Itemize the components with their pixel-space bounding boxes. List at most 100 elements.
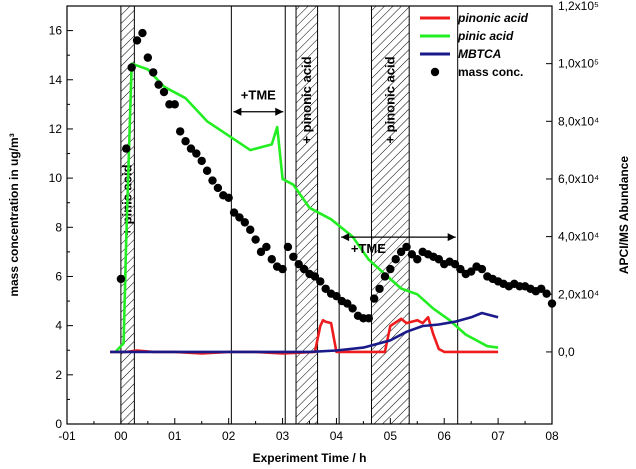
scatter-point (402, 242, 411, 252)
annotations: +TME +TME (233, 88, 456, 256)
scatter-point (116, 274, 126, 284)
x-tick-label: 03 (276, 429, 290, 443)
x-tick-label: -01 (58, 429, 76, 443)
x-axis: -01 00 01 02 03 04 05 06 07 08 (58, 418, 559, 443)
vertical-marker-lines (230, 6, 459, 424)
y-left-tick-label: 14 (49, 73, 63, 87)
scatter-point (149, 68, 158, 77)
scatter-point (175, 127, 185, 136)
scatter-point (343, 299, 352, 308)
x-tick-label: 06 (438, 429, 452, 443)
scatter-point (181, 137, 190, 146)
y-right-tick-label: 6,0x10⁴ (558, 172, 599, 186)
scatter-point (380, 272, 390, 281)
y-right-tick-label: 0,0 (558, 345, 575, 359)
y-left-tick-label: 8 (55, 220, 62, 234)
y-left-tick-label: 16 (49, 24, 63, 38)
scatter-point (170, 100, 179, 109)
y-right-tick-label: 4,0x10⁴ (558, 230, 599, 244)
y-axis-right: 0,0 2,0x10⁴ 4,0x10⁴ 6,0x10⁴ 8,0x10⁴ 1,0x10⁵ 1,… (546, 0, 599, 359)
scatter-point (197, 156, 206, 166)
scatter-point (154, 80, 163, 89)
scatter-point (348, 304, 357, 313)
scatter-point (192, 149, 201, 158)
y-left-tick-label: 2 (55, 368, 62, 382)
scatter-point (375, 284, 384, 293)
scatter-point (229, 208, 239, 217)
scatter-point (294, 259, 303, 269)
y-right-tick-label: 1,2x10⁵ (558, 0, 599, 13)
scatter-point (127, 63, 136, 72)
y-left-tick-label: 6 (55, 269, 62, 283)
hatched-region (370, 5, 410, 425)
scatter-point (138, 28, 147, 38)
scatter-point (240, 218, 250, 227)
scatter-point (537, 284, 546, 293)
scatter-point (386, 264, 395, 274)
scatter-point (364, 314, 373, 323)
annotation-arrow-head (233, 107, 242, 116)
legend-label: pinic acid (457, 29, 514, 43)
scatter-point (456, 264, 465, 274)
scatter-point (391, 255, 400, 264)
legend-label: MBTCA (458, 47, 501, 61)
y-left-tick-label: 0 (55, 417, 62, 431)
scatter-point (542, 289, 551, 298)
scatter-point (267, 255, 276, 264)
annotation-arrow-head (447, 233, 456, 242)
y-axis-left-label: mass concentration in ug/m³ (7, 133, 21, 296)
data-series (110, 28, 557, 355)
x-tick-label: 07 (491, 429, 505, 443)
scatter-point (369, 294, 379, 303)
scatter-point (186, 144, 196, 153)
annotation-label: +TME (241, 88, 276, 103)
x-axis-label: Experiment Time / h (253, 451, 367, 465)
scatter-point (208, 176, 217, 185)
x-tick-label: 04 (330, 429, 344, 443)
scatter-point (122, 144, 131, 153)
scatter-point (251, 235, 260, 244)
scatter-point (396, 247, 406, 257)
x-tick-label: 08 (545, 429, 559, 443)
scatter-point (289, 252, 298, 261)
y-right-tick-label: 1,0x10⁵ (558, 57, 599, 71)
x-tick-label: 05 (384, 429, 398, 443)
legend-label: pinonic acid (457, 11, 529, 25)
y-right-tick-label: 2,0x10⁴ (558, 287, 599, 301)
hatched-region-label: + pinonic acid (299, 56, 314, 143)
scatter-point (143, 53, 153, 62)
y-left-tick-label: 12 (49, 122, 63, 136)
y-right-tick-label: 8,0x10⁴ (558, 114, 599, 128)
x-tick-label: 02 (222, 429, 236, 443)
scatter-point (466, 267, 476, 276)
scatter-point (262, 242, 271, 252)
scatter-point (132, 36, 142, 45)
scatter-point (321, 284, 330, 293)
scatter-point (159, 87, 169, 97)
hatched-regions: + pinic acid+ pinonic acid + pinonic acid (120, 5, 410, 425)
annotation-arrow-head (341, 233, 350, 242)
scatter-point (256, 247, 266, 257)
scatter-point (235, 213, 244, 222)
hatched-region-label: + pinonic acid (382, 56, 397, 143)
scatter-point (477, 264, 487, 274)
scatter-point (434, 255, 444, 264)
scatter-point (202, 166, 212, 175)
scatter-point (278, 264, 287, 274)
scatter-point (299, 264, 309, 274)
scatter-point (213, 183, 223, 193)
scatter-point (332, 291, 341, 301)
scatter-point (316, 277, 325, 286)
scatter-point (450, 259, 460, 269)
y-left-tick-label: 10 (49, 171, 63, 185)
scatter-point (413, 255, 422, 264)
annotation-label: +TME (351, 241, 386, 256)
x-tick-label: 00 (114, 429, 128, 443)
legend: pinonic acid pinic acid MBTCA mass conc. (420, 11, 529, 79)
y-left-tick-label: 4 (55, 319, 62, 333)
scatter-point (310, 272, 320, 281)
series-line (110, 311, 499, 354)
y-axis-left: 0 2 4 6 8 10 12 14 16 (49, 5, 73, 431)
legend-label: mass conc. (458, 65, 523, 79)
